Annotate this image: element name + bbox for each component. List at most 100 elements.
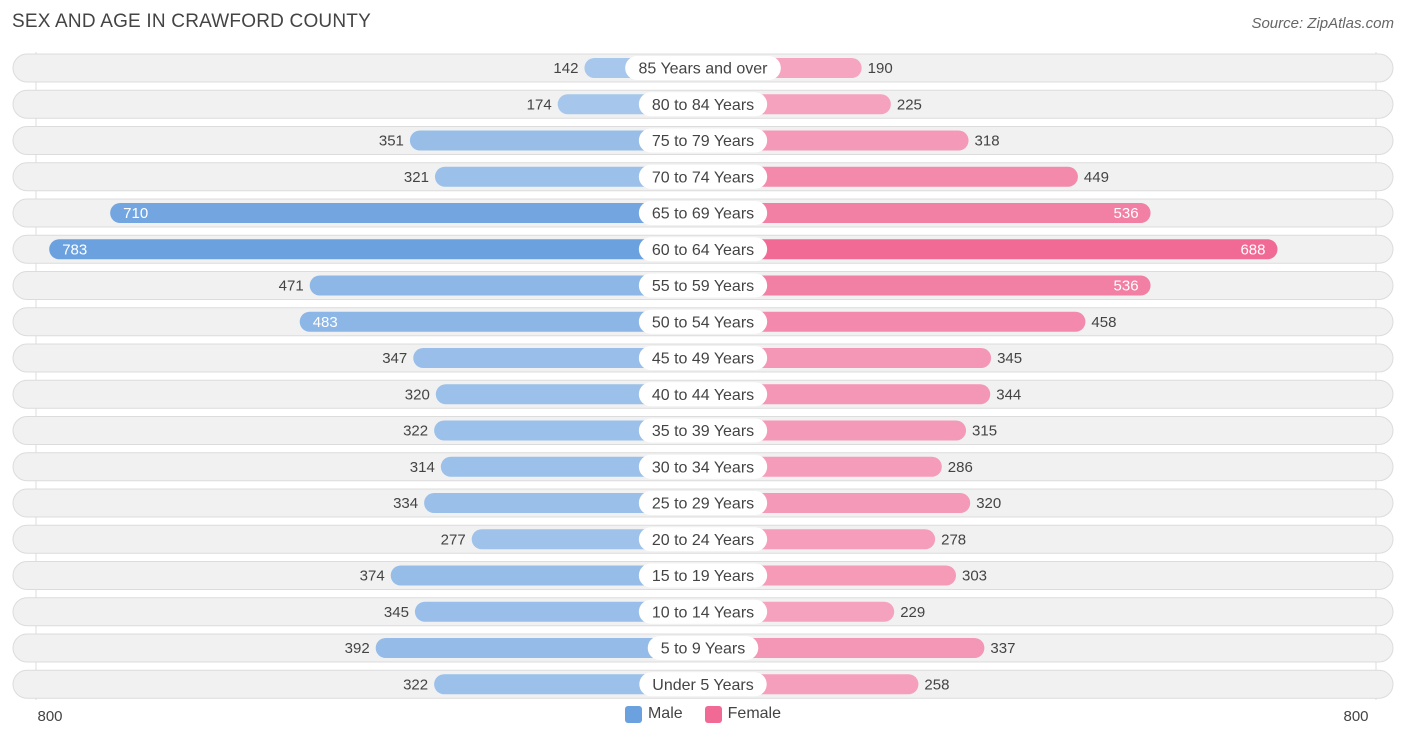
chart-row: 50 to 54 Years 483 458 — [12, 307, 1394, 337]
axis-label-left: 800 — [37, 708, 62, 725]
category-label: 60 to 64 Years — [652, 242, 754, 259]
category-label: 40 to 44 Years — [652, 387, 754, 404]
female-value-label: 315 — [972, 423, 997, 440]
male-value-label: 277 — [441, 531, 466, 548]
category-label: 85 Years and over — [639, 61, 769, 78]
male-value-label: 142 — [553, 60, 578, 77]
female-bar — [703, 348, 992, 368]
chart-row: 30 to 34 Years 314 286 — [12, 452, 1394, 482]
category-pill — [638, 346, 768, 370]
chart-row: 65 to 69 Years 710 536 — [12, 198, 1394, 228]
category-label: Under 5 Years — [652, 677, 753, 694]
chart-row: 40 to 44 Years 320 344 — [12, 379, 1394, 409]
legend-label-female: Female — [727, 705, 782, 722]
chart-row: 60 to 64 Years 783 688 — [12, 234, 1394, 264]
male-bar — [413, 348, 703, 368]
female-bar — [703, 493, 971, 513]
chart-row: 15 to 19 Years 374 303 — [12, 561, 1394, 590]
category-pill — [638, 418, 768, 443]
female-value-label: 345 — [997, 350, 1022, 367]
chart-row: 5 to 9 Years 392 337 — [12, 633, 1394, 663]
female-bar — [703, 275, 1151, 296]
female-bar — [703, 384, 991, 405]
female-bar — [703, 239, 1278, 260]
axis-label-right: 800 — [1343, 708, 1368, 725]
female-value-label: 258 — [924, 676, 949, 693]
female-value-label: 536 — [1114, 205, 1139, 222]
category-label: 75 to 79 Years — [652, 133, 754, 150]
female-value-label: 344 — [996, 386, 1021, 403]
male-value-label: 783 — [62, 241, 87, 258]
male-bar — [390, 565, 703, 586]
category-pill — [638, 382, 768, 407]
chart-row: 80 to 84 Years 174 225 — [12, 89, 1394, 119]
male-bar — [299, 311, 703, 332]
category-label: 50 to 54 Years — [652, 314, 754, 331]
category-label: 5 to 9 Years — [661, 641, 746, 658]
chart-row: 70 to 74 Years 321 449 — [12, 162, 1394, 192]
category-pill — [638, 273, 768, 298]
male-bar — [434, 166, 703, 187]
male-value-label: 471 — [279, 278, 304, 295]
category-pill — [647, 636, 759, 660]
female-value-label: 688 — [1240, 241, 1265, 258]
chart-row: 75 to 79 Years 351 318 — [12, 126, 1394, 155]
female-value-label: 229 — [900, 604, 925, 621]
category-label: 10 to 14 Years — [652, 604, 754, 621]
male-bar — [440, 456, 703, 477]
chart-row: 25 to 29 Years 334 320 — [12, 488, 1394, 518]
female-value-label: 449 — [1084, 169, 1109, 186]
female-value-label: 190 — [868, 60, 893, 77]
male-value-label: 334 — [393, 495, 418, 512]
male-bar — [434, 674, 703, 695]
category-pill — [625, 56, 781, 80]
female-value-label: 318 — [975, 133, 1000, 150]
category-pill — [638, 92, 768, 117]
category-label: 80 to 84 Years — [652, 97, 754, 114]
legend-label-male: Male — [647, 705, 683, 722]
female-bar — [703, 203, 1151, 223]
female-bar — [703, 638, 985, 658]
male-value-label: 347 — [382, 350, 407, 367]
chart-source: Source: ZipAtlas.com — [1251, 15, 1394, 32]
category-pill — [638, 563, 768, 588]
chart-row: 85 Years and over 142 190 — [12, 53, 1394, 83]
male-bar — [414, 601, 703, 622]
male-value-label: 351 — [379, 133, 404, 150]
male-bar — [424, 493, 703, 513]
category-pill — [638, 309, 768, 334]
chart-row: 45 to 49 Years 347 345 — [12, 343, 1394, 373]
male-value-label: 345 — [384, 604, 409, 621]
chart-row: Under 5 Years 322 258 — [12, 669, 1394, 699]
category-pill — [638, 491, 768, 515]
chart-legend: Male Female — [0, 705, 1406, 723]
category-label: 30 to 34 Years — [652, 459, 754, 476]
female-value-label: 303 — [962, 568, 987, 585]
female-value-label: 320 — [976, 495, 1001, 512]
male-bar — [409, 130, 703, 151]
category-pill — [638, 599, 768, 624]
male-bar — [375, 638, 703, 658]
female-value-label: 286 — [948, 459, 973, 476]
chart-title: SEX AND AGE IN CRAWFORD COUNTY — [12, 11, 371, 32]
category-label: 65 to 69 Years — [652, 206, 754, 223]
female-value-label: 225 — [897, 96, 922, 113]
male-value-label: 321 — [404, 169, 429, 186]
male-value-label: 320 — [405, 386, 430, 403]
male-bar — [434, 420, 703, 441]
legend-item-male: Male — [624, 705, 683, 723]
male-value-label: 710 — [123, 205, 148, 222]
male-bar — [309, 275, 703, 296]
category-pill — [638, 527, 768, 552]
female-value-label: 536 — [1114, 278, 1139, 295]
category-label: 15 to 19 Years — [652, 568, 754, 585]
female-bar — [703, 420, 967, 441]
female-bar — [703, 565, 957, 586]
male-value-label: 322 — [403, 423, 428, 440]
male-value-label: 314 — [410, 459, 435, 476]
male-value-label: 174 — [527, 96, 552, 113]
legend-item-female: Female — [704, 705, 782, 723]
female-bar — [703, 311, 1086, 332]
category-pill — [638, 128, 768, 153]
